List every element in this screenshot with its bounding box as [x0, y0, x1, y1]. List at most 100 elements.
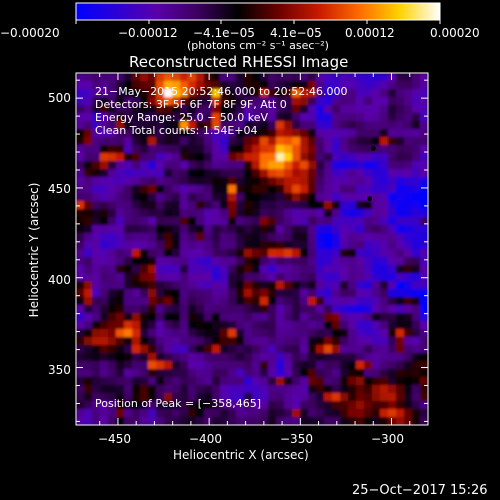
heatmap-cell: [172, 313, 181, 322]
heatmap-cell: [372, 265, 381, 274]
heatmap-cell: [164, 113, 173, 122]
heatmap-cell: [236, 281, 245, 290]
heatmap-cell: [316, 177, 325, 186]
heatmap-cell: [364, 121, 373, 130]
heatmap-cell: [204, 121, 213, 130]
heatmap-cell: [140, 369, 149, 378]
heatmap-cell: [348, 161, 357, 170]
heatmap-cell: [228, 137, 237, 146]
heatmap-cell: [292, 233, 301, 242]
heatmap-cell: [164, 329, 173, 338]
heatmap-cell: [348, 113, 357, 122]
heatmap-cell: [396, 97, 405, 106]
heatmap-cell: [100, 105, 109, 114]
heatmap-cell: [380, 337, 389, 346]
heatmap-cell: [268, 209, 277, 218]
heatmap-cell: [132, 385, 141, 394]
heatmap-cell: [404, 185, 413, 194]
heatmap-cell: [316, 97, 325, 106]
heatmap-cell: [196, 377, 205, 386]
heatmap-cell: [340, 81, 349, 90]
heatmap-cell: [180, 137, 189, 146]
heatmap-cell: [300, 145, 309, 154]
heatmap-cell: [332, 369, 341, 378]
position-marker: [367, 196, 373, 202]
heatmap-cell: [276, 185, 285, 194]
heatmap-cell: [420, 409, 428, 418]
heatmap-cell: [260, 257, 269, 266]
heatmap-cell: [404, 337, 413, 346]
heatmap-cell: [316, 361, 325, 370]
heatmap-cell: [268, 153, 277, 162]
heatmap-cell: [252, 417, 261, 425]
heatmap-cell: [84, 289, 93, 298]
heatmap-cell: [164, 313, 173, 322]
heatmap-cell: [116, 369, 125, 378]
heatmap-cell: [180, 369, 189, 378]
heatmap-cell: [156, 121, 165, 130]
heatmap-cell: [148, 281, 157, 290]
heatmap-cell: [124, 265, 133, 274]
heatmap-cell: [156, 137, 165, 146]
heatmap-cell: [308, 145, 317, 154]
heatmap-cell: [164, 129, 173, 138]
heatmap-cell: [92, 337, 101, 346]
heatmap-cell: [212, 193, 221, 202]
heatmap-cell: [372, 113, 381, 122]
heatmap-cell: [212, 337, 221, 346]
heatmap-cell: [388, 177, 397, 186]
heatmap-cell: [300, 241, 309, 250]
heatmap-cell: [84, 257, 93, 266]
heatmap-cell: [372, 185, 381, 194]
heatmap-cell: [316, 153, 325, 162]
heatmap-cell: [308, 401, 317, 410]
heatmap-cell: [116, 345, 125, 354]
heatmap-cell: [92, 137, 101, 146]
colorbar-tick-label: −0.00012: [118, 26, 178, 40]
heatmap-cell: [348, 169, 357, 178]
heatmap-cell: [372, 241, 381, 250]
heatmap-cell: [116, 121, 125, 130]
heatmap-cell: [284, 265, 293, 274]
heatmap-cell: [244, 385, 253, 394]
heatmap-cell: [388, 241, 397, 250]
heatmap-cell: [76, 169, 85, 178]
heatmap-cell: [180, 297, 189, 306]
heatmap-cell: [372, 217, 381, 226]
heatmap-cell: [100, 153, 109, 162]
heatmap-cell: [148, 97, 157, 106]
heatmap-cell: [380, 385, 389, 394]
heatmap-cell: [188, 137, 197, 146]
heatmap-cell: [236, 137, 245, 146]
heatmap-cell: [396, 337, 405, 346]
heatmap-cell: [180, 417, 189, 425]
heatmap-cell: [148, 153, 157, 162]
heatmap-cell: [84, 345, 93, 354]
heatmap-cell: [300, 281, 309, 290]
heatmap-cell: [308, 353, 317, 362]
heatmap-cell: [220, 105, 229, 114]
heatmap-cell: [236, 265, 245, 274]
heatmap-cell: [132, 121, 141, 130]
heatmap-cell: [420, 113, 428, 122]
heatmap-cell: [268, 121, 277, 130]
heatmap-cell: [164, 297, 173, 306]
heatmap-cell: [420, 281, 428, 290]
heatmap-cell: [108, 161, 117, 170]
heatmap-cell: [92, 273, 101, 282]
heatmap-cell: [260, 369, 269, 378]
heatmap-cell: [308, 305, 317, 314]
heatmap-cell: [180, 353, 189, 362]
heatmap-cell: [244, 169, 253, 178]
heatmap-cell: [212, 321, 221, 330]
heatmap-cell: [100, 209, 109, 218]
heatmap-cell: [92, 353, 101, 362]
heatmap-cell: [276, 265, 285, 274]
heatmap-cell: [92, 225, 101, 234]
heatmap-cell: [364, 417, 373, 425]
heatmap-cell: [284, 153, 293, 162]
heatmap-cell: [172, 185, 181, 194]
heatmap-cell: [140, 177, 149, 186]
heatmap-cell: [140, 257, 149, 266]
heatmap-cell: [260, 97, 269, 106]
